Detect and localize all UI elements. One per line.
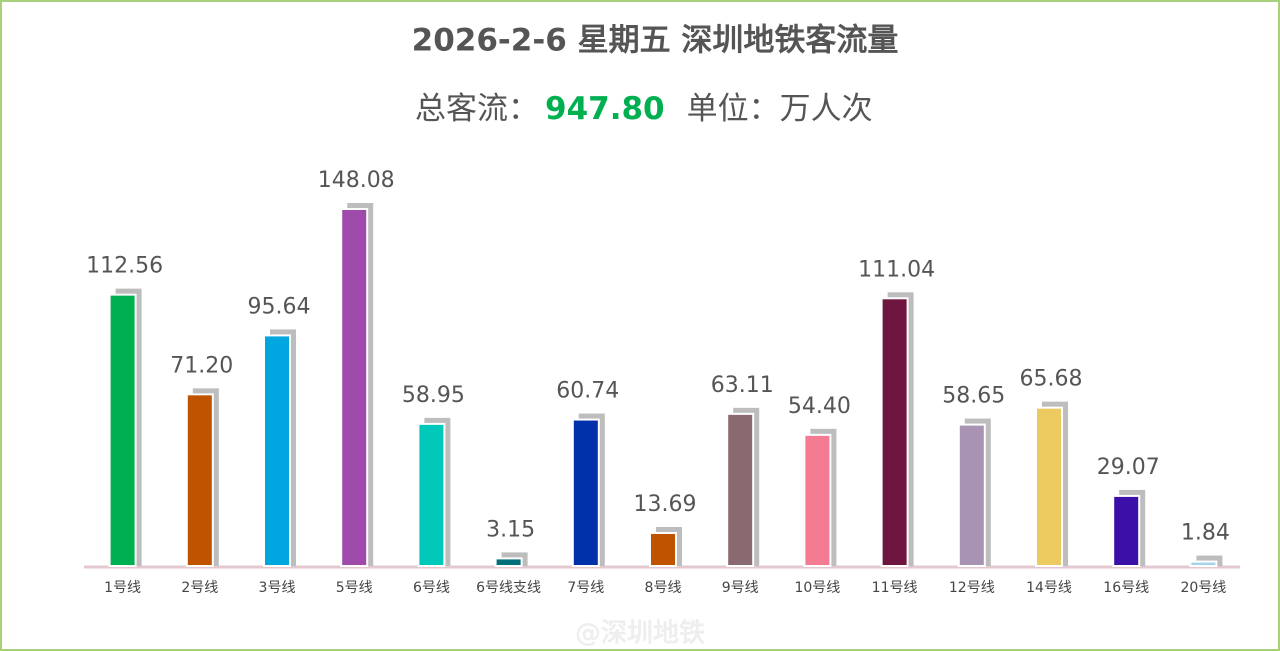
x-tick-label: 6号线	[413, 580, 450, 596]
total-value: 947.80	[545, 91, 665, 127]
value-label: 3.15	[486, 517, 535, 542]
value-label: 95.64	[248, 294, 311, 319]
x-tick-label: 6号线支线	[476, 580, 541, 596]
bar	[726, 412, 755, 567]
unit: 单位：万人次	[687, 91, 873, 127]
value-label: 58.95	[402, 383, 465, 408]
subtitle: 总客流： 947.80 单位：万人次	[415, 91, 873, 127]
x-tick-label: 5号线	[336, 580, 373, 596]
value-label: 60.74	[556, 379, 619, 404]
x-tick-label: 1号线	[104, 580, 141, 596]
value-label: 1.84	[1181, 521, 1230, 546]
bar	[1112, 494, 1141, 567]
bar	[185, 393, 214, 567]
x-tick-label: 14号线	[1026, 580, 1072, 596]
value-label: 13.69	[634, 492, 697, 517]
bar	[649, 531, 677, 568]
value-label: 111.04	[858, 257, 935, 282]
bar	[1189, 560, 1218, 568]
x-tick-label: 12号线	[949, 580, 995, 596]
bar	[803, 433, 832, 567]
watermark: @深圳地铁	[575, 618, 705, 649]
bar	[494, 557, 523, 568]
bar	[417, 422, 446, 567]
x-tick-label: 2号线	[181, 580, 218, 596]
x-tick-label: 9号线	[722, 580, 759, 596]
bar	[263, 334, 291, 567]
x-tick-label: 10号线	[794, 580, 840, 596]
value-label: 54.40	[788, 394, 851, 419]
x-tick-label: 8号线	[645, 580, 682, 596]
bar	[957, 423, 986, 567]
total-prefix: 总客流：	[415, 91, 539, 127]
value-label: 65.68	[1020, 367, 1083, 392]
x-tick-label: 20号线	[1180, 580, 1226, 596]
x-tick-label: 16号线	[1103, 580, 1149, 596]
x-tick-label: 3号线	[259, 580, 296, 596]
bar	[108, 293, 137, 567]
x-tick-label: 7号线	[567, 580, 604, 596]
value-label: 58.65	[942, 384, 1005, 409]
value-label: 29.07	[1097, 455, 1160, 480]
value-label: 63.11	[711, 373, 774, 398]
chart-title: 2026-2-6 星期五 深圳地铁客流量	[412, 23, 899, 59]
bar	[571, 418, 600, 567]
bar	[340, 208, 369, 567]
value-label: 112.56	[86, 254, 163, 279]
bar	[880, 297, 909, 567]
x-tick-label: 11号线	[872, 580, 918, 596]
value-label: 148.08	[318, 168, 395, 193]
value-label: 71.20	[170, 353, 233, 378]
bar	[1035, 406, 1063, 567]
